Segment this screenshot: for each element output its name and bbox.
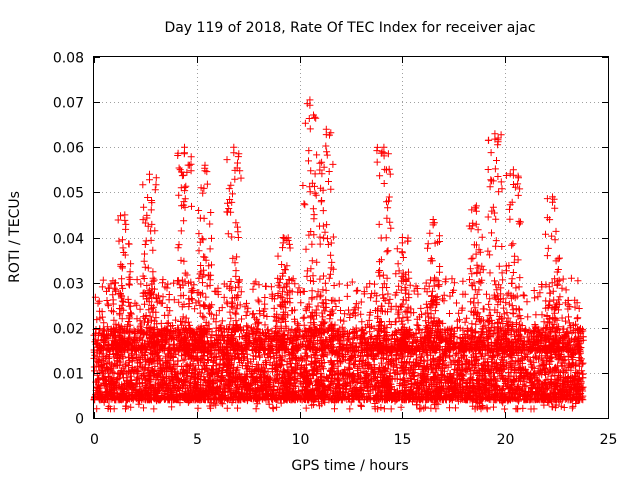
- data-point: [501, 405, 509, 413]
- data-point: [397, 403, 405, 411]
- data-point: [269, 405, 277, 413]
- data-point: [223, 404, 231, 412]
- data-point: [490, 403, 497, 411]
- data-point: [557, 402, 565, 410]
- data-point: [446, 404, 453, 412]
- data-point: [513, 405, 521, 413]
- data-point: [330, 364, 338, 372]
- data-point: [242, 365, 250, 373]
- data-point: [256, 353, 264, 361]
- data-point: [380, 405, 388, 413]
- chart-title: Day 119 of 2018, Rate Of TEC Index for r…: [164, 20, 535, 36]
- data-point: [150, 405, 158, 413]
- data-point: [540, 401, 548, 409]
- data-point: [527, 405, 535, 413]
- data-point: [357, 401, 365, 409]
- data-point: [93, 405, 101, 413]
- data-point: [195, 361, 203, 369]
- data-point: [524, 353, 532, 361]
- data-point: [178, 352, 185, 360]
- data-point: [432, 399, 440, 407]
- data-point: [366, 333, 374, 341]
- data-point: [331, 405, 338, 413]
- data-point: [387, 405, 395, 413]
- data-point: [416, 405, 424, 413]
- data-point: [452, 404, 459, 412]
- data-point: [288, 325, 296, 333]
- data-point: [252, 405, 260, 413]
- data-point: [245, 366, 253, 374]
- data-points: [90, 96, 587, 413]
- data-point: [302, 404, 310, 412]
- data-point: [527, 357, 534, 365]
- data-point: [377, 404, 385, 411]
- data-point: [446, 353, 454, 361]
- data-point: [346, 405, 354, 413]
- data-point: [416, 353, 424, 361]
- data-point: [357, 402, 365, 410]
- data-point: [105, 402, 113, 410]
- data-point: [273, 403, 281, 411]
- data-point: [234, 404, 241, 412]
- data-point: [127, 403, 135, 411]
- data-point: [140, 404, 147, 412]
- data-point: [560, 404, 568, 411]
- data-point: [168, 403, 176, 411]
